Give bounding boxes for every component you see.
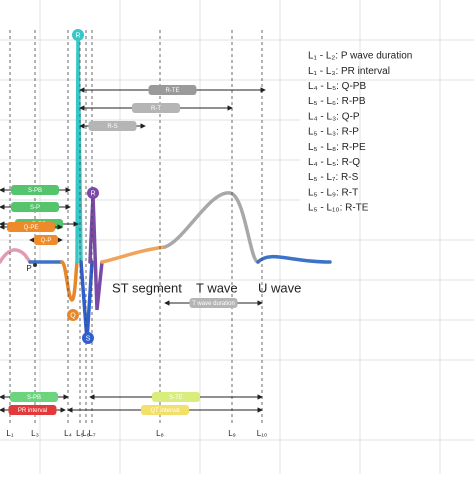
peak-label: S — [86, 335, 91, 342]
interval-pill — [148, 85, 197, 95]
peak-dot — [87, 187, 99, 199]
interval-pill — [10, 392, 58, 402]
interval-label: Q-PE — [24, 225, 39, 231]
legend-item: L₅ - L₉: R-T — [308, 187, 358, 198]
interval-pill — [141, 405, 189, 415]
legend-item: L₄ - L₃: Q-P — [308, 111, 360, 122]
interval-label: PR interval — [18, 408, 47, 414]
interval-label: S-PB — [28, 188, 42, 194]
interval-pill — [34, 235, 58, 245]
legend-item: L₄ - L₅: R-Q — [308, 157, 360, 168]
peak-label: Q — [70, 312, 76, 319]
legend-item: L₅ - L₆: R-PB — [308, 96, 366, 107]
interval-pill — [189, 298, 238, 308]
marker-label: L₇ — [88, 429, 95, 438]
interval-pill — [11, 202, 59, 212]
marker-label: L₈ — [156, 429, 164, 438]
interval-label: Q-P — [41, 238, 52, 244]
marker-label: L₆ — [82, 429, 90, 438]
interval-pill — [132, 103, 180, 113]
interval-pill — [7, 222, 55, 232]
marker-label: L₅ — [76, 429, 84, 438]
peak-dot — [67, 309, 79, 321]
interval-label: R-S — [107, 124, 117, 130]
interval-label: R-TE — [166, 88, 180, 94]
interval-label: QT interval — [150, 408, 179, 414]
peak-label: P — [26, 264, 31, 273]
legend-item: L₅ - L₁₀: R-TE — [308, 203, 369, 214]
peak-label: R — [75, 32, 80, 39]
segment-label: ST segment — [112, 280, 182, 295]
interval-pill — [8, 405, 57, 415]
legend-item: L₄ - L₅: Q-PB — [308, 81, 366, 92]
segment-label: U wave — [258, 280, 301, 295]
legend-item: L₁ - L₂: P wave duration — [308, 51, 412, 62]
peak-label: R — [90, 190, 95, 197]
peak-dot — [82, 332, 94, 344]
interval-pill — [88, 121, 137, 131]
peak-dot — [33, 263, 37, 267]
interval-pill — [11, 185, 59, 195]
interval-pill — [152, 392, 200, 402]
marker-label: L₁ — [6, 429, 13, 438]
interval-label: T wave duration — [192, 301, 235, 307]
segment-label: T wave — [196, 280, 238, 295]
legend-item: L₅ - L₇: R-S — [308, 172, 359, 183]
legend-item: L₁ - L₃: PR interval — [308, 66, 390, 77]
interval-label: S-P — [30, 205, 40, 211]
marker-label: L₄ — [64, 429, 72, 438]
marker-label: L₁₀ — [257, 429, 267, 438]
marker-label: L₉ — [228, 429, 236, 438]
waveform — [0, 34, 332, 341]
peak-dot — [72, 29, 84, 41]
legend-item: L₅ - L₃: R-P — [308, 127, 359, 138]
interval-label: R-T — [151, 106, 161, 112]
legend-item: L₅ - L₈: R-PE — [308, 142, 366, 153]
interval-label: S-TE — [169, 395, 183, 401]
marker-label: L₃ — [31, 429, 39, 438]
interval-label: S-PB — [27, 395, 41, 401]
